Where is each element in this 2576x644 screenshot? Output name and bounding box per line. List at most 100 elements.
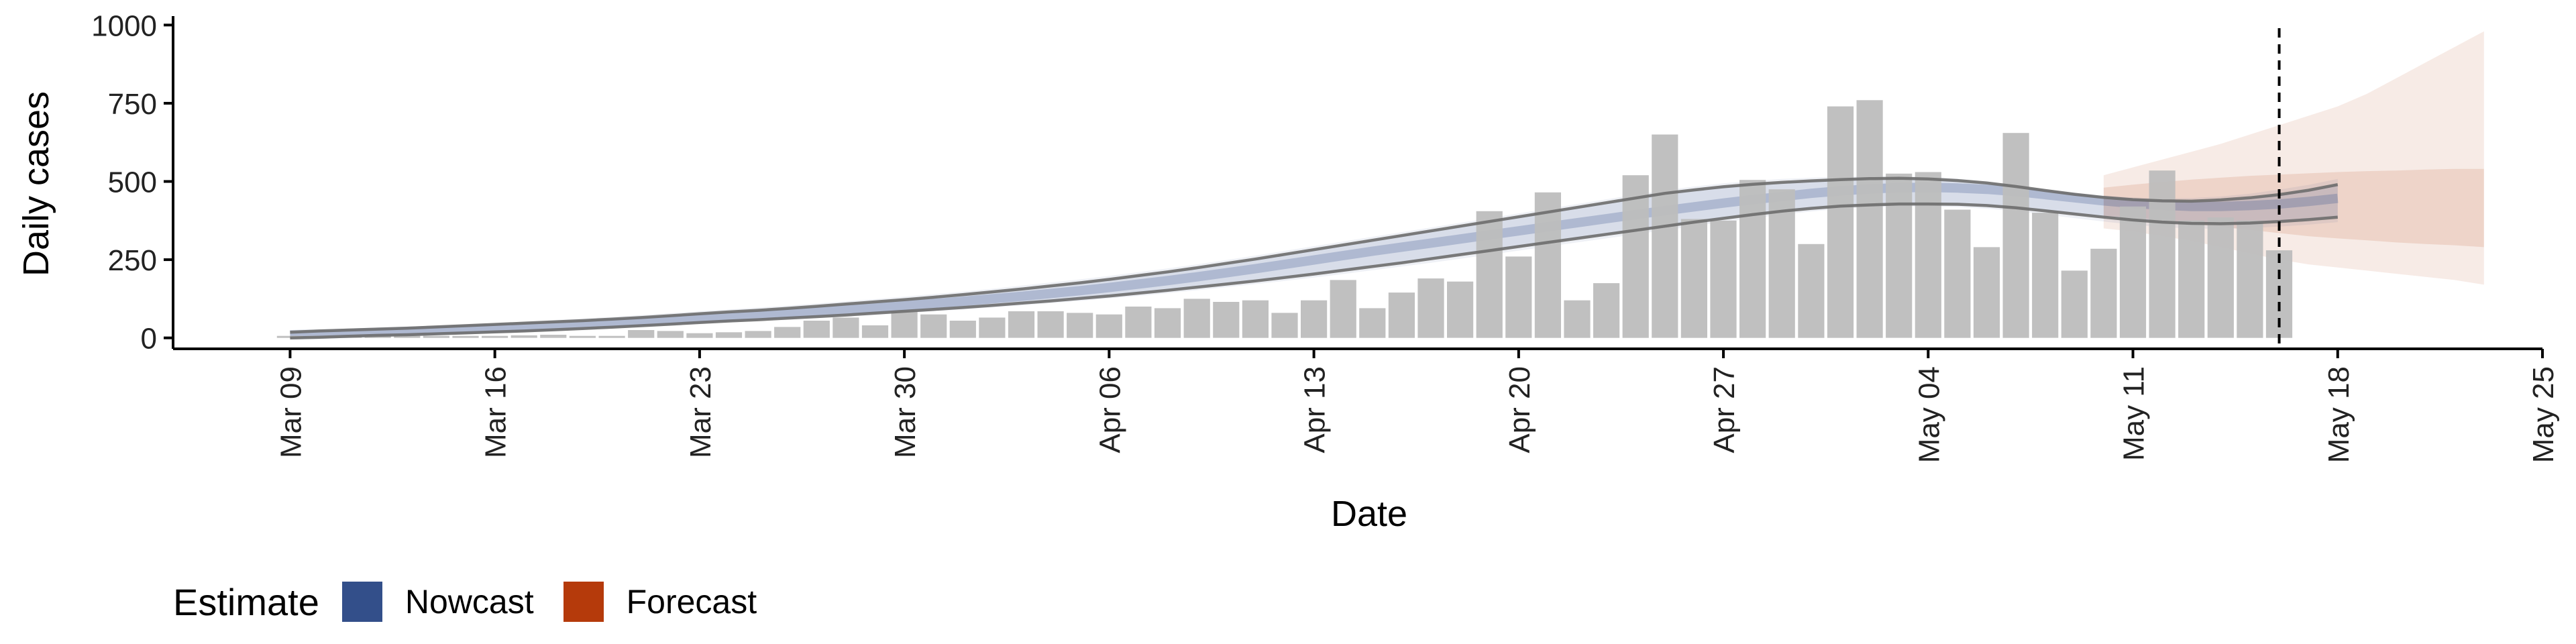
daily-case-bar <box>2032 213 2059 338</box>
legend-label-forecast: Forecast <box>626 583 757 621</box>
x-tick-label: May 11 <box>2118 366 2151 461</box>
x-tick-label: May 04 <box>1913 366 1945 463</box>
daily-case-bar <box>1534 192 1561 338</box>
nowcast-band-outer <box>290 176 2338 338</box>
daily-case-bar <box>1242 300 1269 338</box>
nowcast-lower-line <box>290 202 2338 339</box>
daily-case-bar <box>979 317 1006 338</box>
daily-case-bar <box>657 331 684 338</box>
daily-case-bar <box>1973 247 2000 338</box>
daily-case-bar <box>920 314 947 338</box>
daily-case-bar <box>1856 100 1883 338</box>
daily-case-bar <box>1330 280 1356 338</box>
daily-case-bar <box>1359 308 1386 338</box>
daily-case-bar <box>540 335 567 338</box>
daily-case-bar <box>774 327 801 338</box>
daily-case-bar <box>1886 173 1913 338</box>
nowcast-bands <box>290 176 2339 339</box>
daily-case-bar <box>511 335 537 338</box>
x-tick-label: Apr 13 <box>1299 366 1332 453</box>
daily-case-bar <box>715 332 743 338</box>
daily-case-bar <box>1154 308 1181 338</box>
x-tick-label: Mar 30 <box>889 366 922 458</box>
daily-case-bar <box>1271 313 1298 338</box>
x-tick-label: Apr 20 <box>1503 366 1536 453</box>
daily-case-bar <box>423 335 449 338</box>
daily-case-bar <box>861 325 889 338</box>
x-tick-label: May 18 <box>2322 366 2355 463</box>
daily-case-bar <box>1417 278 1444 338</box>
daily-case-bar <box>1827 106 1854 338</box>
tick-labels: 0 250 500 750 1000 Mar 09 Mar 16 Mar 23 Mar 30 Ap… <box>91 9 2560 463</box>
daily-case-bar <box>364 335 391 338</box>
daily-case-bar <box>1095 314 1122 338</box>
daily-case-bar <box>2002 133 2029 338</box>
x-tick-label: Mar 23 <box>684 366 717 458</box>
daily-case-bar <box>949 321 976 338</box>
daily-case-bar <box>1388 292 1415 338</box>
daily-case-bar <box>628 330 655 338</box>
legend-item-forecast: Forecast <box>563 582 757 622</box>
x-axis-title: Date <box>1331 494 1407 534</box>
daily-case-bar <box>482 335 508 338</box>
daily-case-bar <box>2090 248 2117 338</box>
daily-case-bar <box>598 335 625 338</box>
legend-swatch-nowcast <box>341 582 382 622</box>
y-tick-label: 500 <box>108 166 157 199</box>
daily-case-bar <box>891 311 918 338</box>
nowcast-interval-lines <box>290 176 2339 339</box>
y-tick-label: 1000 <box>91 9 157 42</box>
x-tick-label: Apr 06 <box>1093 366 1126 453</box>
daily-case-bar <box>1652 134 1678 338</box>
daily-case-bar <box>1067 313 1093 338</box>
legend-label-nowcast: Nowcast <box>405 583 534 621</box>
daily-case-bar <box>1125 307 1152 338</box>
daily-case-bar <box>1564 300 1591 338</box>
nowcast-upper-line <box>290 176 2339 334</box>
x-tick-label: May 25 <box>2527 366 2560 463</box>
daily-case-bar <box>2061 270 2088 338</box>
legend: Estimate Nowcast Forecast <box>173 578 786 625</box>
daily-case-bar <box>1915 172 1941 338</box>
daily-case-bar <box>1944 209 1971 338</box>
legend-item-nowcast: Nowcast <box>341 582 534 622</box>
daily-case-bar <box>686 333 713 338</box>
daily-case-bar <box>1447 281 1474 338</box>
daily-case-bar <box>803 321 830 338</box>
x-tick-label: Apr 27 <box>1708 366 1741 453</box>
daily-case-bar <box>745 331 771 338</box>
daily-case-bars <box>276 100 2293 338</box>
daily-case-bar <box>1037 311 1064 338</box>
daily-case-bar <box>1768 189 1795 338</box>
daily-case-bar <box>569 335 596 338</box>
daily-case-bar <box>1622 175 1649 338</box>
daily-case-bar <box>1680 219 1707 338</box>
daily-case-bar <box>1301 300 1328 338</box>
y-tick-label: 0 <box>141 323 157 356</box>
daily-case-bar <box>1505 256 1532 338</box>
daily-case-bar <box>1183 299 1210 338</box>
daily-case-bar <box>1008 311 1035 338</box>
daily-case-bar <box>2178 220 2205 338</box>
daily-case-bar <box>2149 170 2176 338</box>
axes <box>164 16 2544 358</box>
nowcast-median <box>290 182 2339 339</box>
legend-title: Estimate <box>173 580 319 623</box>
daily-case-bar <box>394 335 421 338</box>
forecast-band-50 <box>2103 168 2484 248</box>
legend-swatch-forecast <box>563 582 604 622</box>
daily-case-bar <box>452 335 479 338</box>
y-tick-label: 750 <box>108 88 157 121</box>
daily-case-bar <box>1476 211 1503 338</box>
daily-case-bar <box>1213 302 1240 338</box>
daily-case-bar <box>2237 220 2263 338</box>
x-tick-label: Mar 16 <box>480 366 513 458</box>
daily-case-bar <box>1710 220 1737 338</box>
x-tick-label: Mar 09 <box>274 366 307 458</box>
nowcast-band-90 <box>290 178 2338 338</box>
daily-case-bar <box>2207 217 2234 338</box>
daily-case-bar <box>2119 206 2147 338</box>
daily-case-bar <box>1739 180 1766 338</box>
y-tick-label: 250 <box>108 244 157 277</box>
